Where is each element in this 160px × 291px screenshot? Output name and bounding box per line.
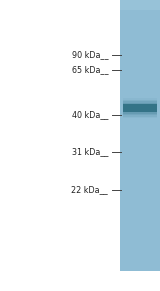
Bar: [120, 0, 160, 10]
Bar: [123, 98, 157, 118]
Bar: [123, 104, 157, 112]
Bar: [120, 0, 160, 271]
Text: 65 kDa__: 65 kDa__: [72, 65, 108, 74]
Text: 22 kDa__: 22 kDa__: [71, 185, 108, 194]
Bar: [123, 100, 157, 116]
Bar: [123, 101, 157, 115]
Text: 31 kDa__: 31 kDa__: [72, 148, 108, 157]
Bar: [123, 102, 157, 113]
Text: 90 kDa__: 90 kDa__: [72, 51, 108, 59]
Text: 40 kDa__: 40 kDa__: [72, 111, 108, 120]
